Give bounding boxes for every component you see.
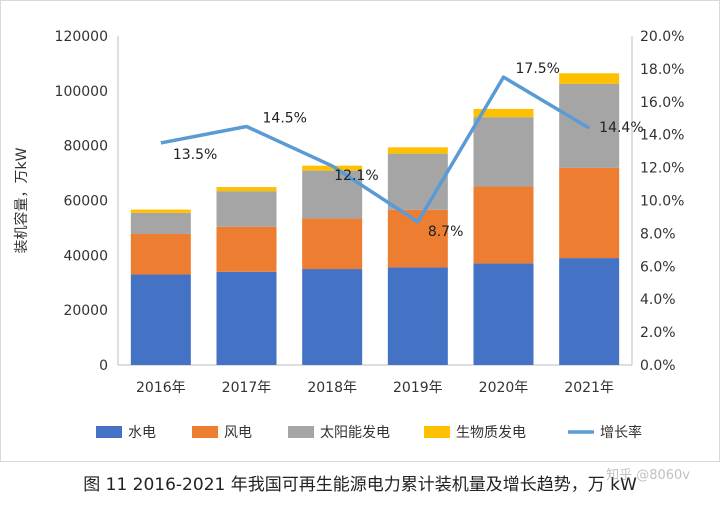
growth-rate-line: [160, 75, 591, 224]
chart-svg: 0 20000 40000 60000 80000 100000 120000 0.0% 2.0…: [0, 0, 720, 462]
x-tick-label: 2018年: [307, 380, 357, 396]
y-tick-label: 0: [99, 358, 108, 374]
chart-frame: 0 20000 40000 60000 80000 100000 120000 0.0% 2.0…: [0, 0, 720, 462]
legend-label: 风电: [224, 425, 252, 441]
bar-segment: [216, 226, 277, 272]
growth-rate-label: 12.1%: [334, 168, 378, 184]
growth-line-group: [160, 75, 591, 224]
legend-swatch: [424, 426, 450, 438]
growth-rate-label: 8.7%: [428, 224, 464, 240]
x-tick-label: 2016年: [136, 380, 186, 396]
watermark: 知乎 @8060v: [606, 468, 690, 483]
growth-rate-label: 14.4%: [599, 120, 643, 136]
y-tick-label: 20000: [63, 303, 108, 319]
bar-segment: [473, 186, 534, 264]
legend: 水电 风电 太阳能发电 生物质发电 增长率: [96, 424, 642, 441]
legend-swatch: [96, 426, 122, 438]
bar-segment: [387, 267, 448, 365]
y-tick-label: 80000: [63, 139, 108, 155]
bar-segment: [473, 117, 534, 187]
y-tick-label: 100000: [55, 84, 108, 100]
y2-tick-label: 20.0%: [640, 29, 684, 45]
y2-tick-label: 4.0%: [640, 292, 676, 308]
bar-segment: [130, 233, 191, 275]
bar-segment: [130, 274, 191, 365]
bar-segment: [559, 258, 620, 365]
bar-segment: [130, 209, 191, 213]
bar-segment: [302, 269, 363, 365]
bar-segment: [473, 108, 534, 118]
legend-label: 水电: [128, 425, 156, 441]
bar-segment: [302, 218, 363, 270]
growth-rate-label: 13.5%: [173, 147, 217, 163]
bar-segment: [387, 153, 448, 210]
legend-label: 生物质发电: [456, 425, 526, 441]
legend-label: 增长率: [600, 424, 642, 441]
x-tick-label: 2021年: [564, 380, 614, 396]
bars: [130, 73, 620, 365]
bar-segment: [302, 165, 363, 171]
axes: 0 20000 40000 60000 80000 100000 120000 0.0% 2.0…: [13, 29, 684, 396]
bar-segment: [216, 191, 277, 227]
y2-tick-label: 6.0%: [640, 259, 676, 275]
y2-tick-label: 18.0%: [640, 62, 684, 78]
bar-segment: [130, 212, 191, 234]
y-tick-label: 120000: [55, 29, 108, 45]
bar-segment: [473, 263, 534, 365]
y2-tick-label: 10.0%: [640, 194, 684, 210]
legend-swatch: [288, 426, 314, 438]
bar-segment: [559, 167, 620, 259]
growth-rate-label: 14.5%: [263, 110, 307, 126]
x-tick-label: 2020年: [479, 380, 529, 396]
y2-tick-label: 8.0%: [640, 226, 676, 242]
x-tick-label: 2017年: [222, 380, 272, 396]
y2-tick-label: 2.0%: [640, 325, 676, 341]
y2-tick-label: 12.0%: [640, 161, 684, 177]
y-tick-label: 60000: [63, 194, 108, 210]
bar-segment: [559, 73, 620, 84]
y-tick-label: 40000: [63, 248, 108, 264]
y2-tick-label: 0.0%: [640, 358, 676, 374]
data-labels: 13.5% 14.5% 12.1% 8.7% 17.5% 14.4%: [173, 61, 644, 240]
figure-caption: 图 11 2016-2021 年我国可再生能源电力累计装机量及增长趋势，万 kW: [83, 475, 637, 495]
bar-segment: [559, 83, 620, 168]
legend-swatch: [192, 426, 218, 438]
y2-tick-label: 14.0%: [640, 128, 684, 144]
bar-segment: [387, 147, 448, 154]
y-axis-title: 装机容量，万kW: [13, 147, 30, 253]
bar-segment: [216, 187, 277, 192]
growth-rate-label: 17.5%: [516, 61, 560, 77]
y2-tick-label: 16.0%: [640, 95, 684, 111]
x-tick-label: 2019年: [393, 380, 443, 396]
bar-segment: [216, 271, 277, 365]
legend-label: 太阳能发电: [320, 425, 390, 441]
